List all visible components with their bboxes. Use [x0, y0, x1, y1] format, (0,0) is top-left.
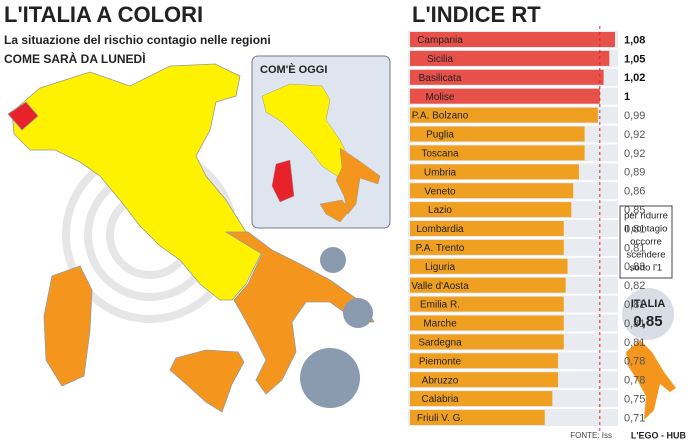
- map: [7, 63, 375, 413]
- bar: [410, 391, 553, 407]
- category-label: Campania: [417, 35, 463, 46]
- note: COME SARÀ DA LUNEDÌ: [4, 51, 146, 66]
- value-label: 0,78: [624, 375, 645, 387]
- category-label: Sicilia: [427, 54, 454, 65]
- value-label: 0,83: [624, 261, 645, 273]
- category-label: Lazio: [428, 205, 452, 216]
- bar: [410, 32, 615, 47]
- value-label: 0,99: [624, 110, 645, 122]
- value-label: 0,89: [624, 167, 645, 179]
- bar: [410, 164, 579, 180]
- annotation: per ridurre: [624, 211, 668, 222]
- italia-label: ITALIA: [631, 298, 666, 310]
- bar: [410, 221, 564, 236]
- value-label: 0,92: [624, 148, 645, 160]
- bar: [410, 126, 585, 142]
- bar: [410, 69, 604, 85]
- value-label: 0,92: [624, 129, 645, 141]
- category-label: Lombardia: [416, 224, 464, 235]
- bar: [410, 258, 568, 274]
- value-label: 0,71: [624, 412, 645, 424]
- category-label: Sardegna: [418, 338, 462, 349]
- category-label: Toscana: [421, 149, 459, 160]
- annotation: occorre: [630, 237, 662, 248]
- annotation: sotto l'1: [630, 263, 662, 274]
- value-label: 0,81: [624, 242, 645, 254]
- credit: L'EGO - HUB: [631, 430, 687, 440]
- title: L'ITALIA A COLORI: [4, 2, 203, 27]
- bar: [410, 145, 585, 161]
- category-label: Marche: [423, 319, 457, 330]
- bar: [410, 183, 574, 199]
- annotation: il contagio: [625, 224, 668, 235]
- value-label: 0,81: [624, 337, 645, 349]
- source: FONTE: Iss: [570, 431, 612, 440]
- bar: [410, 410, 545, 425]
- category-label: Molise: [426, 92, 455, 103]
- bar: [410, 50, 610, 66]
- value-label: 1,02: [624, 72, 645, 84]
- bar: [410, 334, 564, 350]
- value-label: 0,78: [624, 356, 645, 368]
- mini-map: [626, 340, 676, 420]
- category-label: Basilicata: [419, 73, 462, 84]
- value-label: 0,82: [624, 280, 645, 292]
- bar: [410, 353, 559, 369]
- bar: [410, 239, 564, 255]
- italia-badge: [622, 288, 674, 340]
- bar: [410, 88, 600, 104]
- value-label: 0,86: [624, 186, 645, 198]
- virus-icons: [300, 247, 373, 408]
- bar: [410, 296, 564, 312]
- category-label: Friuli V. G.: [417, 413, 463, 424]
- subtitle: La situazione del rischio contagio nelle…: [4, 33, 271, 47]
- value-label: 0,81: [624, 223, 645, 235]
- value-label: 0,75: [624, 394, 645, 406]
- italia-value: 0,85: [633, 313, 662, 330]
- category-label: Emilia R.: [420, 300, 460, 311]
- category-label: Piemonte: [419, 356, 462, 367]
- category-label: P.A. Trento: [416, 243, 465, 254]
- value-label: 0,81: [624, 318, 645, 330]
- annotation: scendere: [626, 250, 665, 261]
- annotation-box: [619, 205, 673, 279]
- inset-title: COM'È OGGI: [260, 63, 327, 76]
- category-label: Liguria: [425, 262, 455, 273]
- bar: [410, 277, 566, 293]
- value-label: 1,08: [624, 34, 645, 46]
- value-label: 0,81: [624, 299, 645, 311]
- bar: [410, 107, 598, 123]
- bar: [410, 372, 559, 388]
- chart-title: L'INDICE RT: [412, 2, 541, 27]
- value-label: 1: [624, 91, 630, 103]
- category-label: Valle d'Aosta: [411, 281, 469, 292]
- category-label: P.A. Bolzano: [412, 111, 469, 122]
- inset-map: [261, 83, 381, 223]
- bar: [410, 202, 572, 218]
- category-label: Abruzzo: [422, 375, 459, 386]
- category-label: Calabria: [421, 394, 459, 405]
- value-label: 1,05: [624, 53, 645, 65]
- category-label: Puglia: [426, 130, 454, 141]
- bar: [410, 315, 564, 331]
- category-label: Veneto: [424, 186, 456, 197]
- category-label: Umbria: [424, 167, 457, 178]
- value-label: 0,85: [624, 205, 645, 217]
